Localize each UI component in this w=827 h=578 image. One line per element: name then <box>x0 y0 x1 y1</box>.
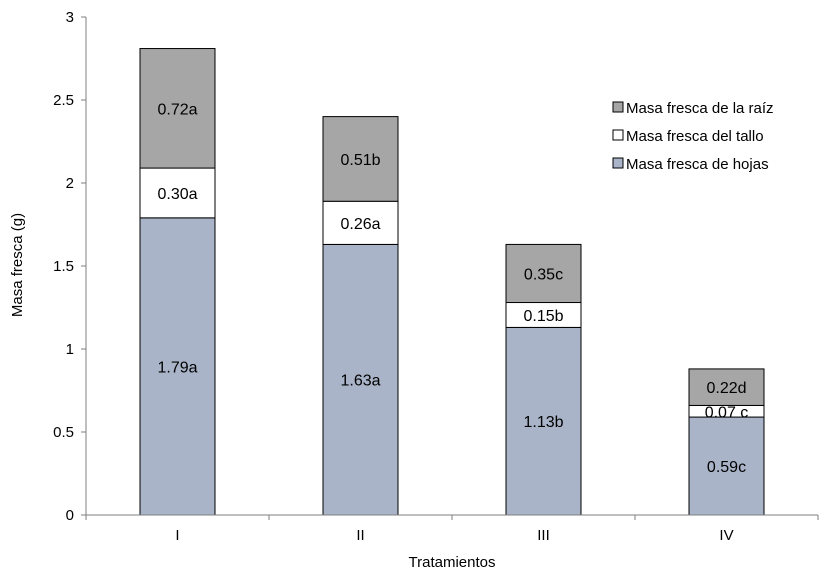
data-label: 0.59c <box>707 459 746 476</box>
data-label: 0.51b <box>340 152 380 169</box>
x-axis-title: Tratamientos <box>409 554 496 571</box>
data-label: 1.63a <box>340 373 380 390</box>
legend-swatch-3 <box>612 101 624 113</box>
legend-label: Masa fresca de hojas <box>626 156 769 173</box>
bar-segment-3-i <box>139 48 216 169</box>
y-tick-label: 3 <box>66 9 74 26</box>
y-tick-label: 1 <box>66 341 74 358</box>
data-label: 0.30a <box>157 186 197 203</box>
y-tick-label: 0 <box>66 507 74 524</box>
data-label: 0.22d <box>706 380 746 397</box>
legend-swatch-2 <box>612 129 624 141</box>
data-label: 0.26a <box>340 216 380 233</box>
axes-layer: 00.511.522.53I II III IV <box>53 9 819 544</box>
data-label: 1.79a <box>157 359 197 376</box>
legend-label: Masa fresca del tallo <box>626 128 764 145</box>
bar-segment-1-ii <box>322 243 399 516</box>
bar-segment-1-iv <box>688 416 765 516</box>
bar-segment-2-i <box>139 167 216 219</box>
legend-swatch-1 <box>612 157 624 169</box>
y-tick-label: 2.5 <box>53 92 74 109</box>
data-label: 0.35c <box>524 266 563 283</box>
data-label: 1.13b <box>523 414 563 431</box>
y-axis-title: Masa fresca (g) <box>9 213 26 317</box>
data-label: 0.72a <box>157 101 197 118</box>
bar-segment-3-iii <box>505 243 582 304</box>
bar-segment-1-i <box>139 217 216 516</box>
x-tick-label: IV <box>719 527 733 544</box>
data-label: 0.15b <box>523 308 563 325</box>
bar-segment-2-ii <box>322 200 399 245</box>
x-tick-label: II <box>356 527 364 544</box>
bar-segment-3-iv <box>688 368 765 406</box>
bar-segment-3-ii <box>322 116 399 202</box>
legend-layer: Masa fresca de la raíz Masa fresca del ta… <box>612 100 774 173</box>
y-tick-label: 2 <box>66 175 74 192</box>
bar-segment-2-iii <box>505 302 582 328</box>
bars-layer: 1.79a 0.30a 0.72a 1.63a 0.26a 0.51b 1.13b 0.15b… <box>139 48 765 516</box>
y-tick-label: 0.5 <box>53 424 74 441</box>
y-tick-label: 1.5 <box>53 258 74 275</box>
x-tick-label: III <box>537 527 550 544</box>
legend-label: Masa fresca de la raíz <box>626 100 774 117</box>
data-label: 0.07 c <box>705 404 749 421</box>
x-tick-label: I <box>175 527 179 544</box>
